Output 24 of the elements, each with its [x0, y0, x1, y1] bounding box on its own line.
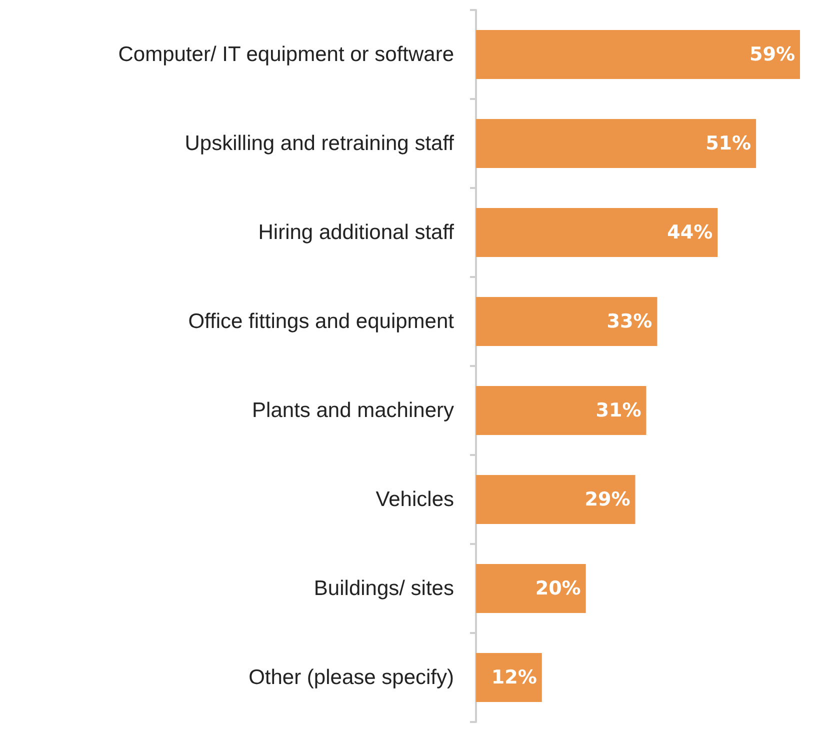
data-label: 31% [596, 400, 642, 422]
bar [476, 30, 800, 79]
bar [476, 653, 542, 702]
y-tick-label: Plants and machinery [252, 399, 454, 422]
bar [476, 208, 718, 257]
data-label: 33% [606, 310, 652, 332]
data-label: 44% [667, 222, 713, 244]
data-label: 51% [706, 132, 752, 154]
data-label: 12% [491, 666, 537, 688]
y-tick-label: Computer/ IT equipment or software [118, 43, 454, 66]
y-tick-label: Hiring additional staff [258, 221, 454, 244]
y-tick-label: Vehicles [376, 488, 454, 511]
data-label: 20% [535, 578, 581, 600]
data-label: 29% [584, 488, 630, 510]
bar [476, 564, 586, 613]
y-tick-label: Buildings/ sites [314, 577, 454, 600]
bar [476, 475, 636, 524]
y-tick-label: Upskilling and retraining staff [184, 132, 454, 155]
bar [476, 297, 658, 346]
y-tick-label: Other (please specify) [248, 666, 454, 689]
data-label: 59% [750, 44, 795, 66]
bar [476, 119, 756, 168]
bar [476, 386, 646, 435]
y-tick-label: Office fittings and equipment [188, 310, 454, 333]
